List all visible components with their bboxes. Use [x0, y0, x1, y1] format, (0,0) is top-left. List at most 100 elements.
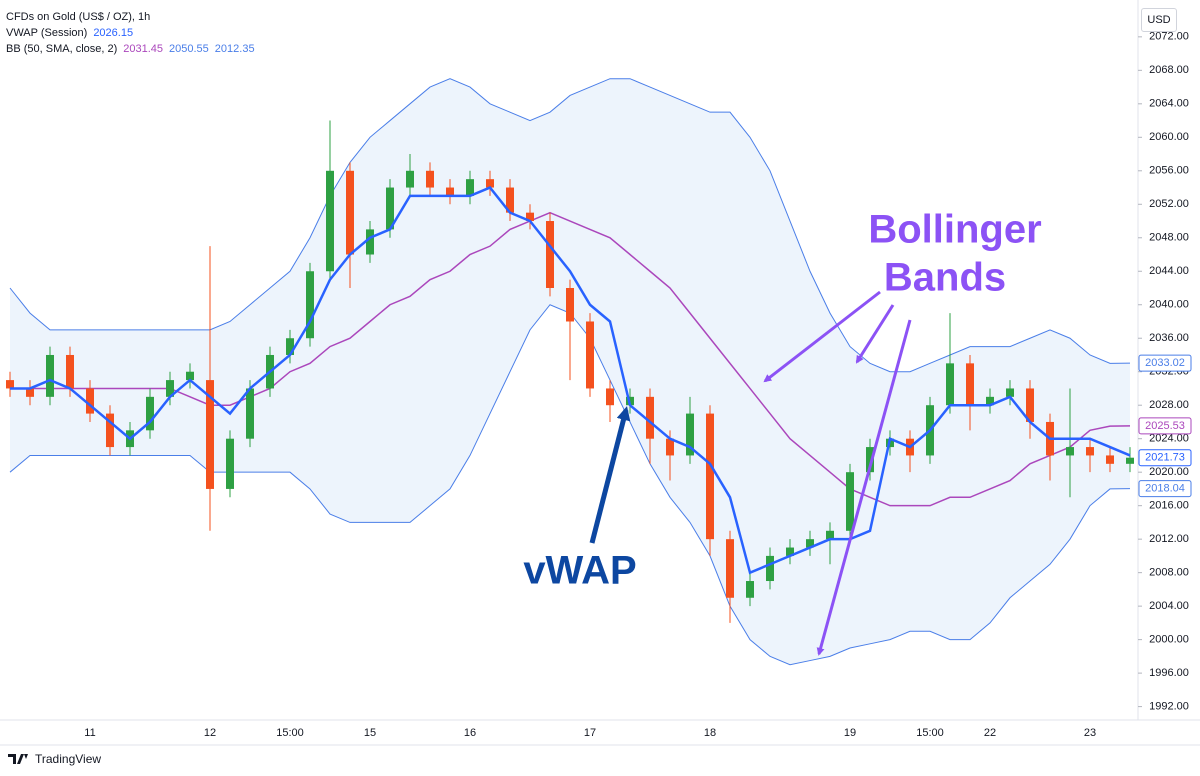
candle-body [786, 547, 794, 556]
candle-body [406, 170, 414, 188]
x-tick-label: 16 [464, 727, 476, 739]
candle-body [486, 179, 494, 188]
candle-body [526, 212, 534, 222]
candle-body [86, 388, 94, 414]
x-tick-label: 12 [204, 727, 216, 739]
candle-body [1006, 388, 1014, 397]
annotation-text: vWAP [523, 549, 636, 593]
candle-body [106, 413, 114, 448]
y-tick-label: 1992.00 [1149, 701, 1189, 713]
x-tick-label: 15:00 [276, 727, 304, 739]
annotation-text: Bands [884, 256, 1006, 300]
brand-name: TradingView [35, 752, 102, 766]
y-tick-label: 2068.00 [1149, 64, 1189, 76]
candle-body [1126, 457, 1134, 464]
legend-row: CFDs on Gold (US$ / OZ), 1h [6, 9, 255, 25]
candle-body [966, 363, 974, 406]
y-tick-label: 2012.00 [1149, 533, 1189, 545]
candle-body [726, 539, 734, 598]
candle-body [146, 396, 154, 431]
candle-body [866, 447, 874, 473]
price-tag-label: 2018.04 [1145, 483, 1185, 495]
candle-body [226, 438, 234, 489]
indicator-value: 2026.15 [93, 27, 134, 39]
y-tick-label: 2016.00 [1149, 500, 1189, 512]
candle-body [26, 388, 34, 397]
candle-body [366, 229, 374, 255]
x-tick-label: 19 [844, 727, 856, 739]
price-tag-label: 2025.53 [1145, 420, 1185, 432]
candle-body [466, 179, 474, 196]
candle-body [646, 396, 654, 439]
candle-body [766, 555, 774, 582]
candle-body [66, 354, 74, 389]
indicator-value: 2012.35 [214, 43, 255, 55]
candle-body [186, 371, 194, 381]
annotations: Bollinger Bands vWAP [523, 208, 1042, 656]
y-tick-label: 2044.00 [1149, 265, 1189, 277]
price-tag [1138, 449, 1192, 467]
legend: CFDs on Gold (US$ / OZ), 1h VWAP (Sessio… [6, 9, 255, 57]
y-tick-label: 2024.00 [1149, 433, 1189, 445]
candle-body [346, 170, 354, 255]
price-tag [1138, 417, 1192, 435]
candle-body [426, 170, 434, 188]
candle-body [166, 380, 174, 397]
y-tick-label: 2056.00 [1149, 165, 1189, 177]
candle-body [686, 413, 694, 456]
candle-body [546, 221, 554, 288]
y-tick-label: 2064.00 [1149, 98, 1189, 110]
y-tick-label: 2072.00 [1149, 31, 1189, 43]
x-tick-label: 18 [704, 727, 716, 739]
x-tick-label: 23 [1084, 727, 1096, 739]
annotation-text: Bollinger [868, 208, 1041, 252]
candle-body [1026, 388, 1034, 422]
candle-body [846, 472, 854, 531]
candle-body [1086, 447, 1094, 456]
legend-row: BB (50, SMA, close, 2) 2031.45 2050.55 2012… [6, 41, 255, 57]
price-tag [1138, 480, 1192, 498]
indicator-value: 2050.55 [169, 43, 209, 55]
currency-button[interactable]: USD [1141, 8, 1177, 32]
candle-body [206, 380, 214, 489]
annotation-arrow [763, 290, 881, 383]
annotation-arrow [816, 319, 912, 656]
candle-body [666, 438, 674, 456]
annotation-arrow [589, 406, 631, 544]
price-tag-label: 2021.73 [1145, 452, 1185, 464]
candle-body [986, 396, 994, 406]
y-tick-label: 2052.00 [1149, 198, 1189, 210]
candle-body [706, 413, 714, 540]
y-tick-label: 2008.00 [1149, 567, 1189, 579]
candle-body [246, 388, 254, 439]
candle-body [606, 388, 614, 406]
y-tick-label: 2060.00 [1149, 131, 1189, 143]
brand-logo [8, 754, 28, 764]
candle-body [286, 338, 294, 355]
candle-body [1106, 455, 1114, 464]
plot-area [6, 78, 1134, 666]
candle-body [566, 288, 574, 322]
candle-body [46, 354, 54, 397]
annotation-arrow [855, 304, 895, 364]
y-tick-label: 2036.00 [1149, 332, 1189, 344]
bb-upper [9, 78, 1131, 373]
candle-body [306, 271, 314, 339]
candle-body [946, 363, 954, 406]
x-tick-label: 17 [584, 727, 596, 739]
candle-body [826, 530, 834, 540]
price-tag-label: 2033.02 [1145, 357, 1185, 369]
indicator-name: BB (50, SMA, close, 2) [6, 43, 118, 55]
candle-body [1066, 447, 1074, 456]
candle-body [586, 321, 594, 389]
y-tick-label: 2048.00 [1149, 232, 1189, 244]
x-tick-label: 22 [984, 727, 996, 739]
indicator-value: 2031.45 [123, 43, 164, 55]
x-tick-label: 15 [364, 727, 376, 739]
vwap-line [10, 186, 1131, 575]
y-tick-label: 1996.00 [1149, 667, 1189, 679]
candle-body [506, 187, 514, 213]
candle-body [746, 581, 754, 598]
